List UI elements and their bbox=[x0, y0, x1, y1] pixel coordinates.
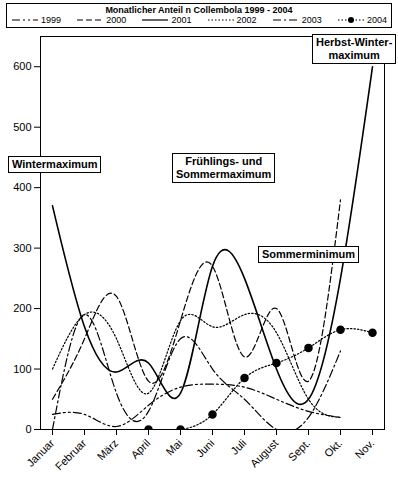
svg-text:Sept.: Sept. bbox=[286, 437, 313, 464]
html-text:2003: 2003 bbox=[301, 15, 322, 25]
svg-text:400: 400 bbox=[13, 181, 31, 193]
svg-text:Mai: Mai bbox=[163, 437, 184, 458]
svg-text:Juli: Juli bbox=[228, 437, 248, 457]
html-text:Wintermaximum: Wintermaximum bbox=[12, 158, 98, 170]
html-text:1999: 1999 bbox=[41, 15, 61, 25]
html-text:Monatlicher Anteil n Collembol: Monatlicher Anteil n Collembola 1999 - 2… bbox=[105, 5, 293, 15]
svg-text:März: März bbox=[95, 437, 121, 463]
svg-text:Okt.: Okt. bbox=[322, 437, 345, 460]
svg-text:300: 300 bbox=[13, 242, 31, 254]
svg-text:500: 500 bbox=[13, 121, 31, 133]
html-text:Herbst-Winter- maximum: Herbst-Winter- maximum bbox=[316, 36, 393, 62]
html-text:2004: 2004 bbox=[366, 15, 387, 25]
svg-text:600: 600 bbox=[13, 60, 31, 72]
svg-text:April: April bbox=[128, 437, 152, 461]
svg-text:Januar: Januar bbox=[24, 436, 57, 469]
svg-text:Juni: Juni bbox=[194, 437, 217, 460]
svg-text:August: August bbox=[248, 437, 281, 470]
svg-text:0: 0 bbox=[25, 423, 31, 435]
html-text:2002: 2002 bbox=[236, 15, 257, 25]
svg-text:200: 200 bbox=[13, 302, 31, 314]
html-text:2001: 2001 bbox=[171, 15, 192, 25]
html-text:2000: 2000 bbox=[106, 15, 127, 25]
svg-text:Februar: Februar bbox=[53, 437, 89, 473]
svg-text:100: 100 bbox=[13, 363, 31, 375]
svg-text:Nov.: Nov. bbox=[352, 437, 376, 461]
html-text:Frühlings- und Sommermaximum: Frühlings- und Sommermaximum bbox=[176, 155, 272, 181]
html-text:Sommerminimum: Sommerminimum bbox=[262, 248, 355, 260]
